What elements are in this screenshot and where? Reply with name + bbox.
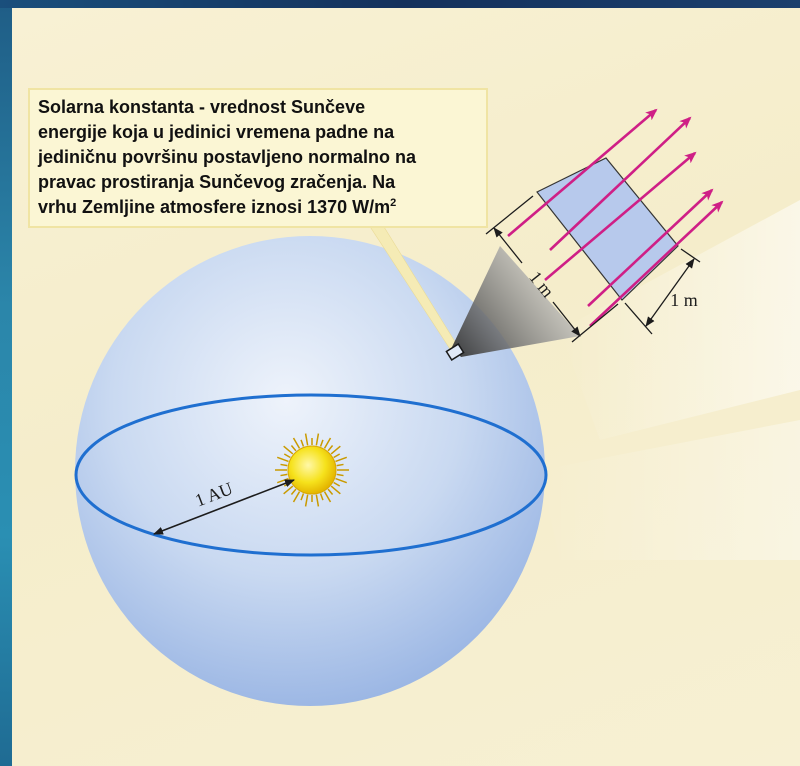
description-line: pravac prostiranja Sunčevog zračenja. Na bbox=[38, 172, 396, 192]
sun-ray bbox=[327, 488, 334, 495]
dimension-right bbox=[624, 248, 701, 335]
dimension-line bbox=[645, 258, 695, 327]
radiation-arrow bbox=[549, 116, 692, 251]
slide-frame-left bbox=[0, 0, 12, 766]
slide-frame-top bbox=[0, 0, 800, 8]
dimension-line bbox=[493, 227, 523, 264]
solar-constant-description: Solarna konstanta - vrednost Sunčeve ene… bbox=[28, 88, 488, 228]
sun-ray bbox=[280, 473, 288, 477]
description-line: Solarna konstanta - vrednost Sunčeve bbox=[38, 97, 366, 117]
sun-ray bbox=[292, 437, 301, 449]
sun-ray bbox=[333, 481, 341, 487]
description-last-text: vrhu Zemljine atmosfere iznosi 1370 W/m bbox=[38, 197, 391, 217]
sun-ray bbox=[323, 491, 332, 503]
sun-ray bbox=[330, 485, 341, 495]
distance-arrow bbox=[153, 479, 295, 535]
orbit-ellipse bbox=[74, 393, 548, 557]
dimension-left bbox=[485, 195, 619, 343]
sun-ray bbox=[335, 456, 348, 463]
sun-ray bbox=[304, 433, 309, 446]
panel-side-right-label: 1 m bbox=[670, 290, 698, 310]
sun-ray bbox=[283, 453, 291, 459]
light-beam bbox=[540, 420, 800, 560]
description-line: jediničnu površinu postavljeno normalno … bbox=[38, 147, 417, 167]
sun-ray bbox=[319, 493, 324, 501]
sun-ray bbox=[330, 445, 341, 455]
sun-ray bbox=[336, 463, 344, 467]
unit-area-panel bbox=[536, 157, 679, 301]
extension-line bbox=[680, 248, 701, 263]
radiation-arrow bbox=[544, 151, 697, 281]
sun-ray bbox=[315, 494, 320, 507]
sun-ray bbox=[300, 439, 305, 447]
dimension-line bbox=[552, 301, 581, 337]
radiation-arrows bbox=[507, 108, 724, 327]
surface-element bbox=[445, 343, 465, 361]
sun-ray bbox=[315, 433, 320, 446]
sun-ray bbox=[283, 445, 294, 455]
description-line: energije koja u jedinici vremena padne n… bbox=[38, 122, 395, 142]
sun-ray bbox=[304, 494, 309, 507]
projection-cone bbox=[452, 246, 580, 357]
sun-ray bbox=[276, 456, 289, 463]
sun-ray bbox=[319, 439, 324, 447]
sun-ray bbox=[323, 437, 332, 449]
radiation-arrow bbox=[507, 108, 658, 237]
extension-line bbox=[624, 302, 653, 335]
sun-ray bbox=[290, 445, 297, 452]
sun-ray bbox=[280, 463, 288, 467]
sun-ray bbox=[327, 445, 334, 452]
extension-line bbox=[485, 195, 534, 235]
sun-icon bbox=[287, 445, 337, 495]
sun-ray bbox=[335, 477, 348, 484]
sun-ray bbox=[336, 473, 344, 477]
unit-superscript: 2 bbox=[390, 197, 397, 209]
sun-ray bbox=[333, 453, 341, 459]
sun-ray bbox=[300, 493, 305, 501]
radiation-arrow bbox=[587, 188, 714, 307]
description-line-last: vrhu Zemljine atmosfere iznosi 1370 W/m2 bbox=[38, 195, 478, 220]
